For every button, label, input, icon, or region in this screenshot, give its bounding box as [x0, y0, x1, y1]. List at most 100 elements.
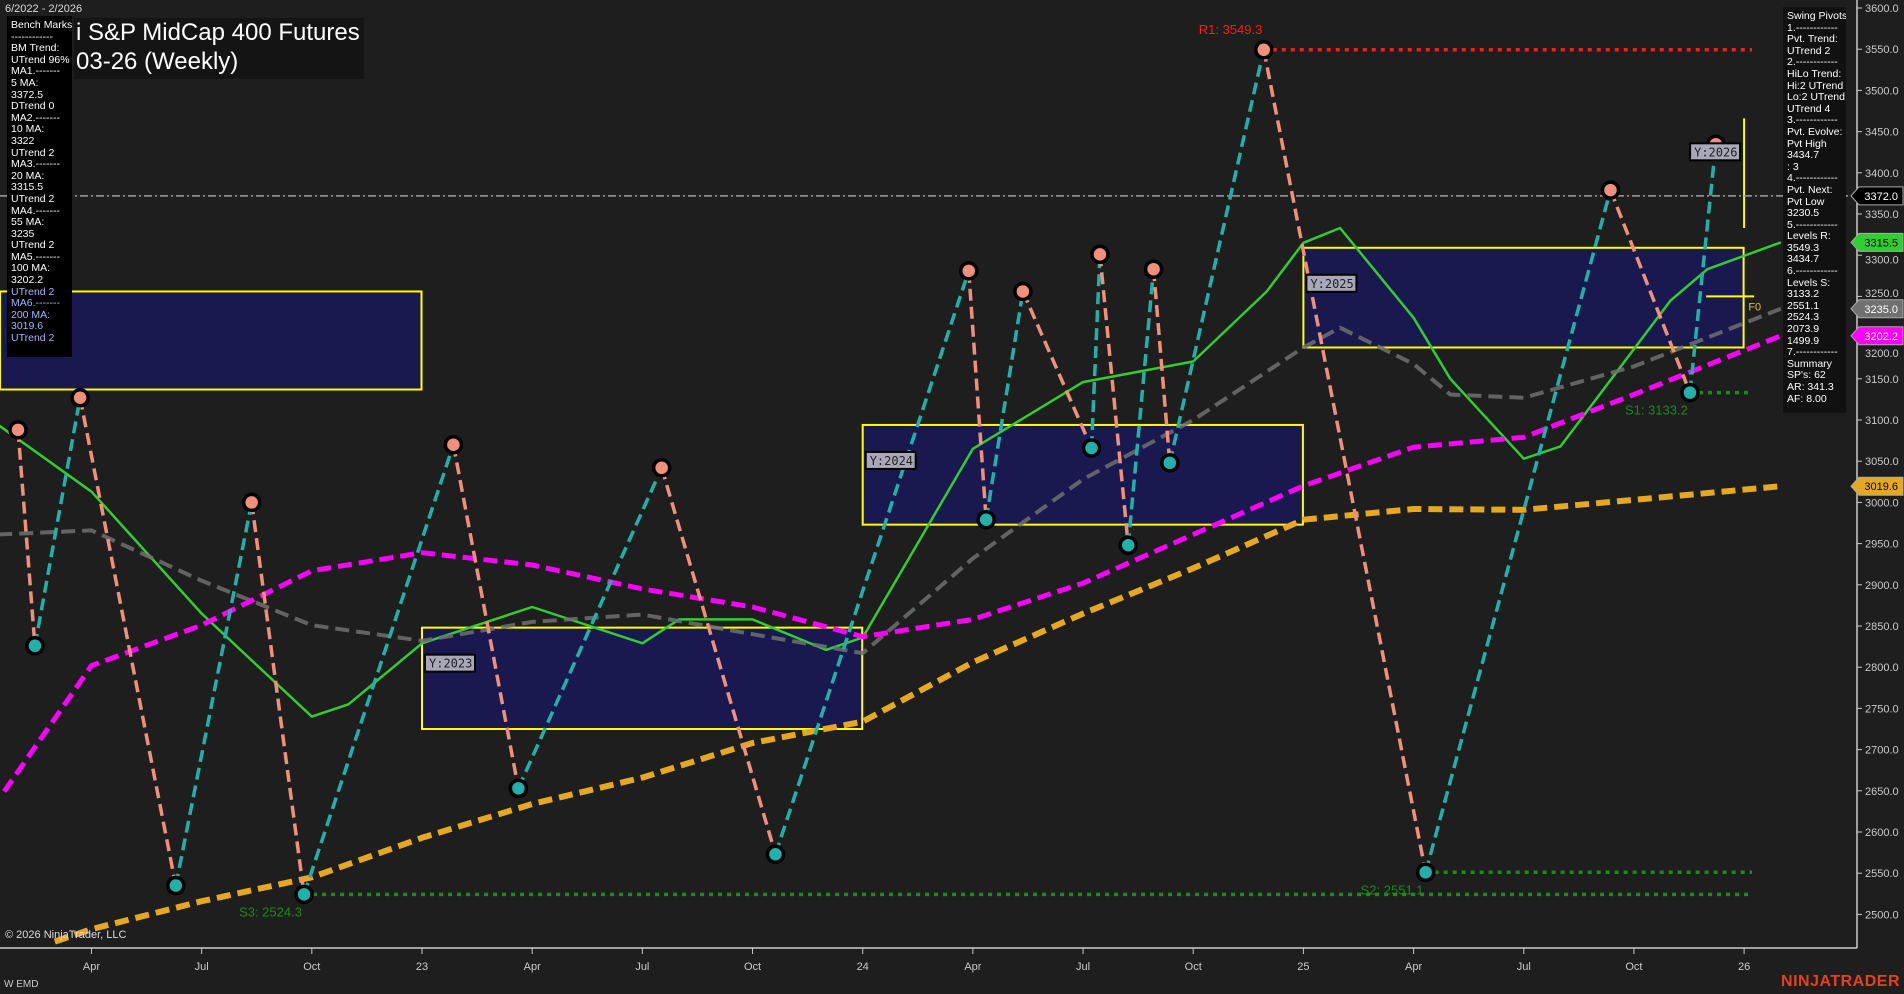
swing-segment: [659, 467, 778, 855]
chart-title-line1: i S&P MidCap 400 Futures: [76, 19, 360, 46]
time-tick-label: Apr: [1405, 961, 1422, 973]
price-tick-label: 3100.0: [1865, 415, 1899, 427]
swing-segment: [773, 270, 971, 855]
panel-line: Levels R:: [1787, 230, 1831, 243]
swing-segment: [984, 291, 1025, 520]
panel-line: 200 MA:: [11, 308, 51, 321]
moving-average-100-ma: [2, 333, 1782, 794]
price-tick-label: 2950.0: [1865, 539, 1899, 551]
panel-line: Pvt High: [1787, 137, 1827, 150]
chart-title-line2: 03-26 (Weekly): [76, 48, 239, 75]
panel-line: 20 MA:: [11, 169, 45, 182]
swing-segment: [516, 467, 664, 790]
panel-line: 4.------------: [1787, 172, 1838, 185]
panel-line: MA5.-------: [11, 250, 60, 263]
panel-line: 3019.6: [11, 320, 44, 333]
panel-line: AF: 8.00: [1787, 392, 1827, 405]
price-tick-label: 3400.0: [1865, 168, 1899, 180]
panel-line: 100 MA:: [11, 262, 51, 275]
panel-line: UTrend 2: [11, 332, 55, 345]
swing-segment: [1688, 144, 1718, 393]
swing-segment: [1168, 49, 1266, 464]
year-box-label-bg: [424, 653, 476, 673]
panel-line: : 3: [1787, 160, 1799, 173]
swing-pivot-low: [294, 884, 314, 905]
panel-line: UTrend 2: [11, 146, 55, 159]
swing-pivot-low: [1081, 438, 1102, 458]
price-tag: [1850, 326, 1904, 346]
panel-line: UTrend 96%: [11, 53, 70, 66]
swing-pivot-low: [1118, 535, 1138, 555]
swing-pivot-high: [241, 492, 262, 513]
panel-line: HiLo Trend:: [1787, 67, 1842, 80]
swing-pivot-high: [1090, 244, 1110, 265]
copyright: © 2026 NinjaTrader, LLC: [5, 929, 127, 941]
panel-line: 3235: [11, 227, 35, 240]
swing-pivot-high: [1600, 180, 1621, 200]
panel-line: UTrend 2: [11, 239, 55, 252]
price-tag: [1850, 232, 1904, 252]
swing-pivot-high: [443, 434, 464, 455]
price-tick-label: 2800.0: [1865, 662, 1899, 674]
year-box-label: Y:2024: [870, 454, 913, 468]
time-tick-label: 25: [1297, 961, 1309, 973]
panel-line: 1.------------: [1787, 21, 1838, 34]
moving-average-200-ma: [53, 483, 1782, 945]
panel-line: 3315.5: [11, 181, 44, 194]
panel-line: Lo:2 UTrend: [1787, 91, 1845, 104]
price-tag-label: 3315.5: [1864, 237, 1898, 249]
swing-segment: [33, 397, 82, 647]
panel-line: 3434.7: [1787, 253, 1820, 266]
panel-line: Bench Marks: [11, 19, 72, 31]
price-tick-label: 3000.0: [1865, 497, 1899, 509]
price-tick-label: 2850.0: [1865, 621, 1899, 633]
panel-line: 3230.5: [1787, 207, 1820, 220]
panel-line: 2.------------: [1787, 56, 1838, 69]
price-tick-label: 3350.0: [1865, 209, 1899, 221]
panel-line: 3133.2: [1787, 288, 1820, 301]
swing-pivot-high: [1143, 259, 1164, 279]
swing-pivot-high: [958, 261, 979, 281]
swing-pivot-low: [976, 509, 996, 530]
benchmarks-panel: Bench Marks ------------ BM Trend: UTrend 9…: [7, 16, 72, 357]
swing-segment: [16, 429, 37, 646]
panel-line: UTrend 2: [11, 285, 55, 298]
price-tick-label: 2600.0: [1865, 827, 1899, 839]
panel-line: Levels S:: [1787, 276, 1831, 289]
swing-segment: [451, 444, 521, 789]
price-tick-label: 3600.0: [1865, 3, 1899, 15]
panel-line: DTrend 0: [11, 100, 55, 113]
panel-line: 3.------------: [1787, 114, 1838, 127]
swing-pivot-high: [8, 420, 28, 440]
time-tick-label: Apr: [524, 961, 541, 973]
swing-pivot-low: [1415, 862, 1436, 883]
panel-line: 10 MA:: [11, 123, 45, 136]
swing-segment: [174, 502, 254, 886]
year-range-box: [1302, 246, 1745, 349]
time-tick-label: Oct: [1185, 961, 1202, 973]
price-tag: [1850, 186, 1904, 206]
f0-label: F0: [1748, 301, 1761, 313]
swing-pivot-low: [765, 844, 786, 864]
panel-line: ------------: [11, 30, 53, 43]
swing-pivot-high: [70, 388, 90, 408]
moving-average-20-ma: [0, 226, 1782, 718]
panel-line: Swing Pivots: [1787, 10, 1846, 22]
price-tick-label: 2650.0: [1865, 786, 1899, 798]
swing-pivots-panel: Swing Pivots 1.------------ Pvt. Trend: UTr…: [1783, 7, 1846, 413]
panel-line: Pvt. Evolve:: [1787, 125, 1843, 138]
moving-average-55-ma: [0, 306, 1782, 656]
panel-line: Summary: [1787, 357, 1832, 370]
price-tick-label: 3450.0: [1865, 127, 1899, 139]
year-box-label-bg: [1305, 273, 1358, 293]
price-tag: [1850, 299, 1904, 319]
price-tag: [1850, 476, 1904, 496]
time-tick-label: 24: [857, 961, 869, 973]
year-range-box: [421, 626, 864, 731]
time-tick-label: Oct: [1625, 961, 1642, 973]
swing-segment: [1262, 49, 1428, 873]
swing-pivot-high: [651, 458, 672, 478]
swing-segment: [1089, 254, 1102, 449]
panel-line: Pvt Low: [1787, 195, 1825, 208]
